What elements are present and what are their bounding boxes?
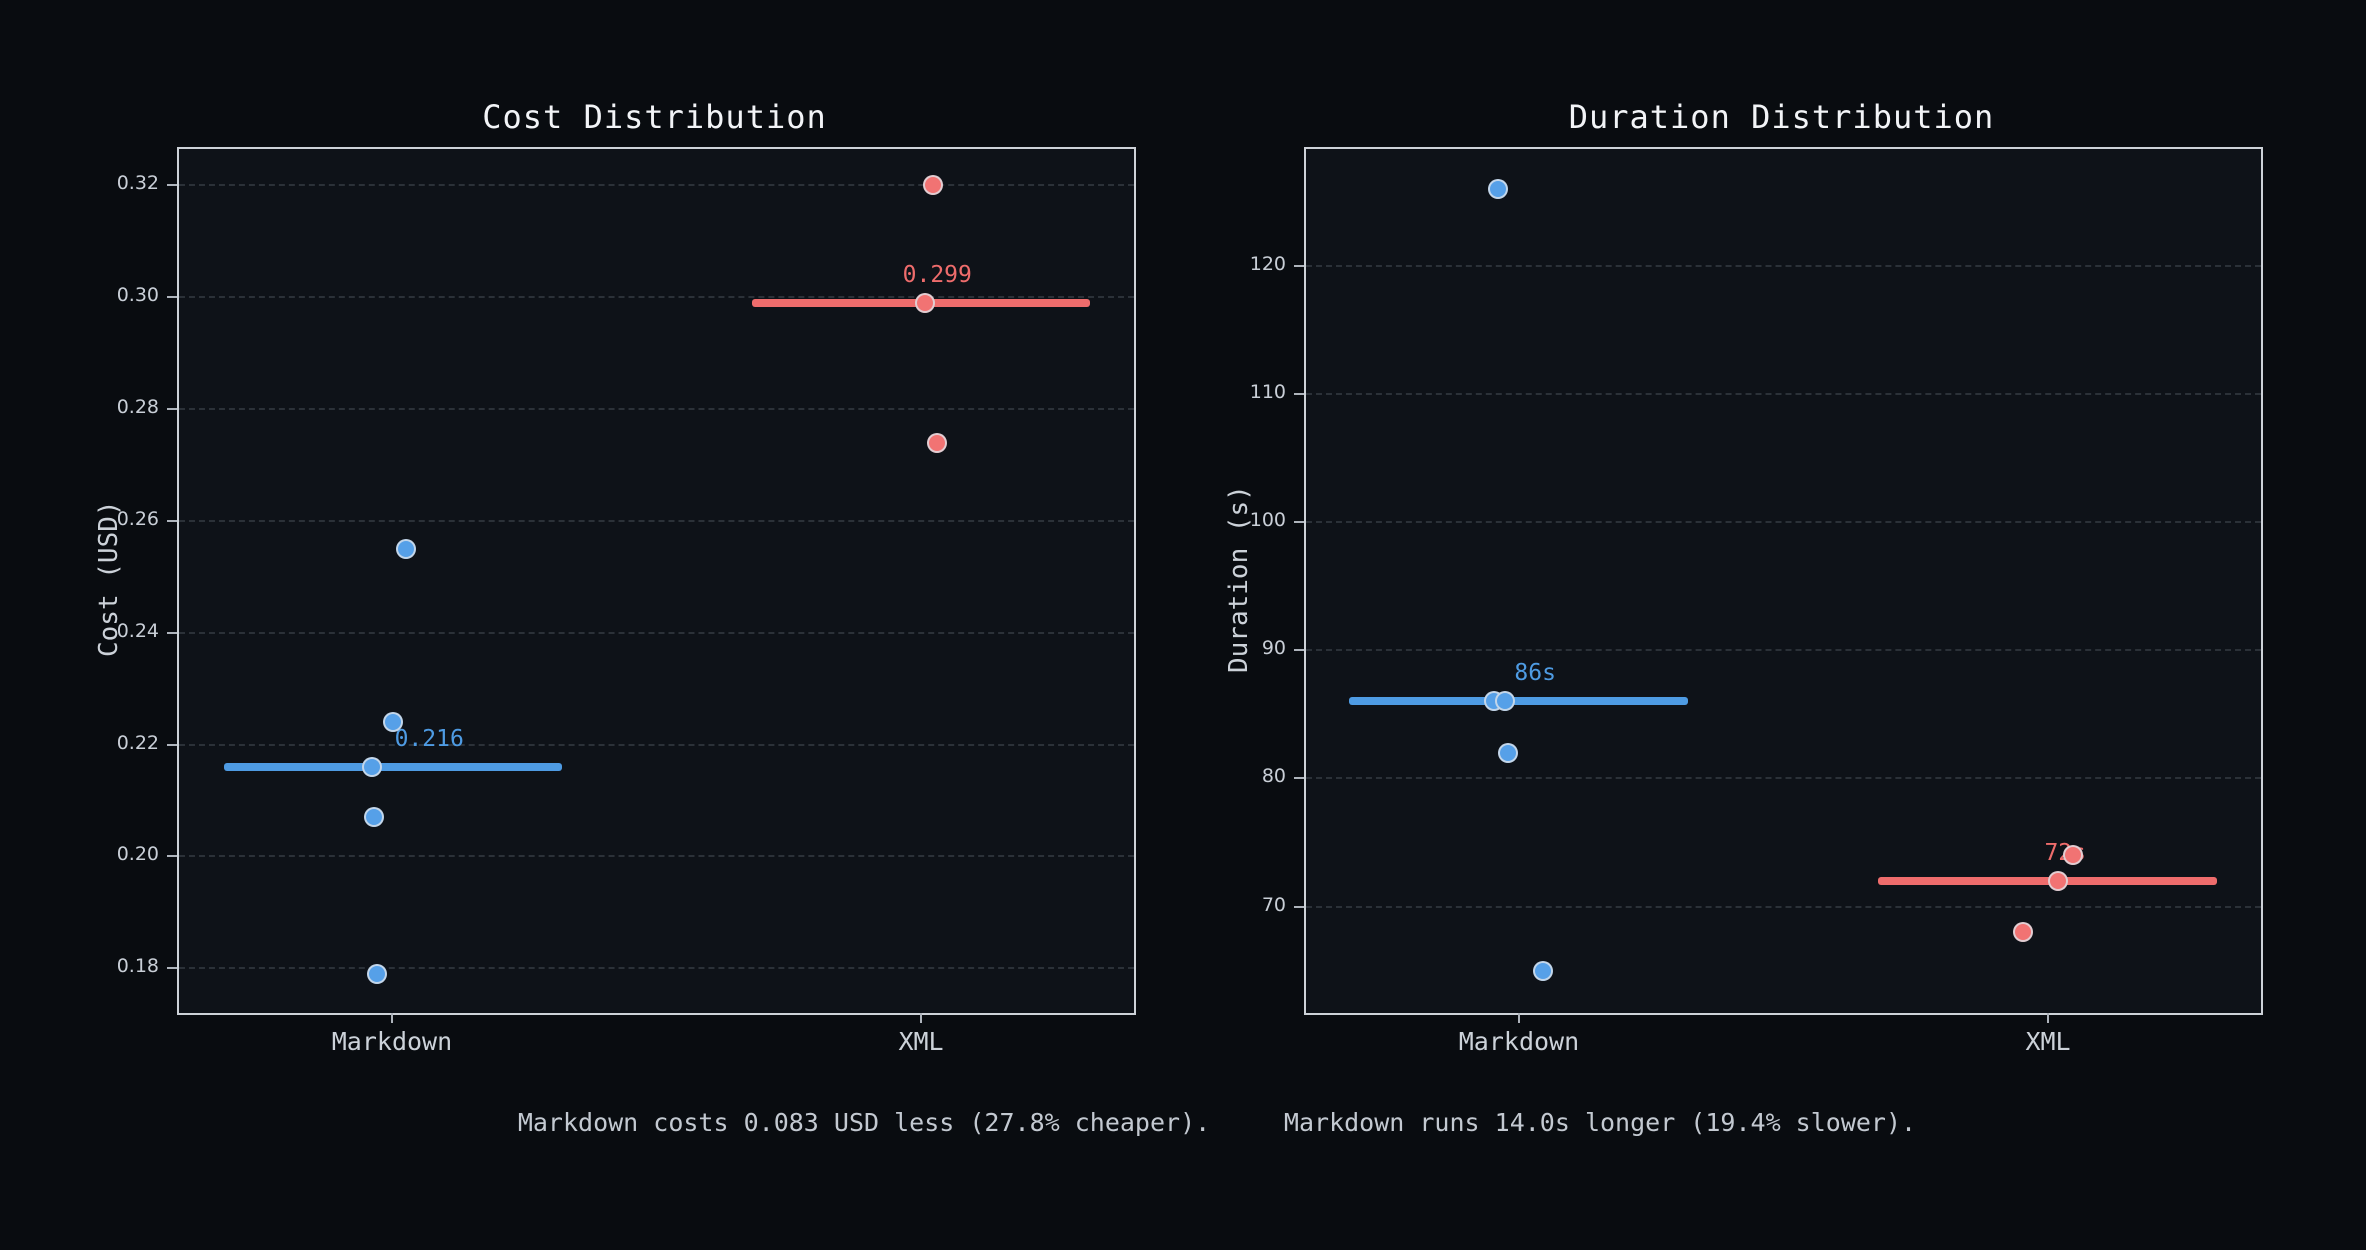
y-tick-label: 0.30 bbox=[116, 284, 159, 307]
y-tick-label: 80 bbox=[1261, 765, 1286, 788]
cost-chart-title: Cost Distribution bbox=[482, 98, 827, 136]
data-point-xml bbox=[914, 292, 935, 313]
y-tick-mark bbox=[167, 743, 177, 746]
duration-y-axis-label: Duration (s) bbox=[1224, 485, 1254, 673]
y-tick-mark bbox=[167, 519, 177, 522]
cost-plot-area: 0.32 0.30 0.28 0.26 0.24 0.22 0.20 0.18 Markdown… bbox=[117, 147, 1136, 1056]
y-tick-label: 70 bbox=[1261, 893, 1286, 916]
y-tick-mark bbox=[167, 296, 177, 299]
y-tick-label: 0.22 bbox=[116, 731, 159, 754]
y-tick-mark bbox=[1294, 521, 1304, 524]
data-point-markdown bbox=[361, 756, 382, 777]
y-tick-mark bbox=[1294, 392, 1304, 395]
grid-line bbox=[179, 519, 1134, 522]
x-tick-label: XML bbox=[2025, 1027, 2071, 1056]
y-tick-label: 120 bbox=[1249, 252, 1286, 275]
median-line-markdown bbox=[1348, 697, 1688, 706]
cost-summary-text: Markdown costs 0.083 USD less (27.8% che… bbox=[517, 1108, 1211, 1137]
data-point-markdown bbox=[366, 963, 387, 984]
y-tick-label: 0.28 bbox=[116, 396, 159, 419]
y-tick-mark bbox=[1294, 777, 1304, 780]
y-tick-mark bbox=[1294, 905, 1304, 908]
grid-line bbox=[179, 184, 1134, 187]
grid-line bbox=[1306, 649, 2261, 652]
x-tick-label: Markdown bbox=[1458, 1027, 1580, 1056]
y-tick-label: 0.26 bbox=[116, 507, 159, 530]
y-tick-mark bbox=[167, 631, 177, 634]
y-tick-mark bbox=[1294, 649, 1304, 652]
data-point-xml bbox=[2047, 870, 2068, 891]
data-point-markdown bbox=[396, 538, 417, 559]
duration-summary-text: Markdown runs 14.0s longer (19.4% slower… bbox=[1283, 1108, 1917, 1137]
cost-y-axis-label: Cost (USD) bbox=[94, 500, 124, 658]
data-point-markdown bbox=[1498, 742, 1519, 763]
grid-line bbox=[1306, 905, 2261, 908]
y-tick-mark bbox=[1294, 264, 1304, 267]
grid-line bbox=[179, 631, 1134, 634]
grid-line bbox=[179, 743, 1134, 746]
median-value-label-markdown: 86s bbox=[1514, 660, 1556, 687]
duration-plot-area: 120110100908070MarkdownXML86s72s bbox=[1250, 147, 2263, 1056]
grid-line bbox=[179, 408, 1134, 411]
y-tick-label: 90 bbox=[1261, 637, 1286, 660]
data-point-markdown bbox=[382, 712, 403, 733]
x-tick-label: Markdown bbox=[331, 1027, 453, 1056]
y-tick-label: 100 bbox=[1249, 509, 1286, 532]
median-value-label-xml: 0.299 bbox=[902, 261, 972, 288]
median-value-label-markdown: 0.216 bbox=[394, 725, 464, 752]
data-point-xml bbox=[2013, 922, 2034, 943]
y-tick-mark bbox=[167, 184, 177, 187]
y-tick-mark bbox=[167, 855, 177, 858]
grid-line bbox=[1306, 777, 2261, 780]
y-tick-label: 110 bbox=[1249, 380, 1286, 403]
grid-line bbox=[179, 855, 1134, 858]
median-line-xml bbox=[1878, 876, 2218, 885]
y-tick-mark bbox=[167, 408, 177, 411]
y-tick-label: 0.24 bbox=[116, 619, 159, 642]
data-point-markdown bbox=[363, 807, 384, 828]
data-point-xml bbox=[923, 175, 944, 196]
data-point-markdown bbox=[1494, 691, 1515, 712]
data-point-xml bbox=[2062, 845, 2083, 866]
data-point-markdown bbox=[1532, 960, 1553, 981]
median-line-markdown bbox=[223, 762, 562, 771]
y-tick-label: 0.20 bbox=[116, 843, 159, 866]
y-tick-mark bbox=[167, 967, 177, 970]
grid-line bbox=[1306, 521, 2261, 524]
x-tick-mark bbox=[2047, 1013, 2050, 1023]
x-tick-mark bbox=[1517, 1013, 1520, 1023]
grid-line bbox=[179, 967, 1134, 970]
data-point-xml bbox=[927, 432, 948, 453]
x-tick-label: XML bbox=[898, 1027, 944, 1056]
grid-line bbox=[1306, 392, 2261, 395]
grid-line bbox=[1306, 264, 2261, 267]
data-point-markdown bbox=[1487, 178, 1508, 199]
y-tick-label: 0.18 bbox=[116, 955, 159, 978]
duration-chart-title: Duration Distribution bbox=[1568, 98, 1995, 136]
y-tick-label: 0.32 bbox=[116, 172, 159, 195]
grid-line bbox=[179, 296, 1134, 299]
x-tick-mark bbox=[920, 1013, 923, 1023]
x-tick-mark bbox=[390, 1013, 393, 1023]
